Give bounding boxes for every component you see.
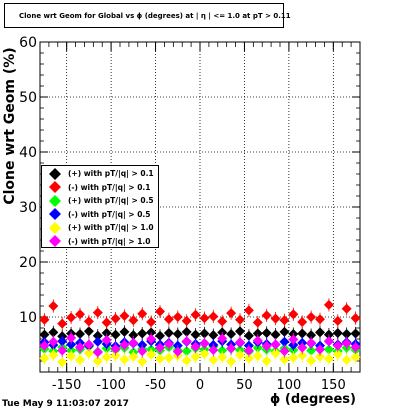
y-tick-label: 30 xyxy=(19,200,37,216)
legend-marker xyxy=(42,195,68,207)
x-tick-label: -50 xyxy=(145,378,166,393)
legend-entry: (+) with pT/|q| > 1.0 xyxy=(42,221,158,235)
legend-marker xyxy=(42,181,68,193)
legend-label: (+) with pT/|q| > 0.5 xyxy=(68,196,154,205)
y-tick-label: 60 xyxy=(19,35,37,51)
x-tick-label: 50 xyxy=(236,378,253,393)
legend-entry: (-) with pT/|q| > 0.5 xyxy=(42,208,158,222)
legend-entry: (-) with pT/|q| > 1.0 xyxy=(42,235,158,249)
legend-label: (+) with pT/|q| > 1.0 xyxy=(68,223,154,232)
legend-entry: (+) with pT/|q| > 0.5 xyxy=(42,194,158,208)
legend-label: (-) with pT/|q| > 1.0 xyxy=(68,237,150,246)
legend-marker xyxy=(42,222,68,234)
legend: (+) with pT/|q| > 0.1 (-) with pT/|q| > … xyxy=(41,165,159,248)
x-tick-label: 0 xyxy=(196,378,204,393)
y-tick-label: 20 xyxy=(19,255,37,271)
legend-entry: (+) with pT/|q| > 0.1 xyxy=(42,167,158,181)
legend-label: (-) with pT/|q| > 0.1 xyxy=(68,183,150,192)
legend-label: (+) with pT/|q| > 0.1 xyxy=(68,169,154,178)
legend-entry: (-) with pT/|q| > 0.1 xyxy=(42,181,158,195)
x-tick-label: -150 xyxy=(52,378,82,393)
y-tick-label: 10 xyxy=(19,310,37,326)
y-axis-label: Clone wrt Geom (%) xyxy=(2,36,18,216)
x-tick-label: 100 xyxy=(276,378,301,393)
legend-marker xyxy=(42,168,68,180)
y-tick-label: 50 xyxy=(19,90,37,106)
y-tick-label: 40 xyxy=(19,145,37,161)
x-tick-label: -100 xyxy=(96,378,126,393)
legend-marker xyxy=(42,208,68,220)
chart-title: Clone wrt Geom for Global vs ϕ (degrees)… xyxy=(4,3,284,28)
legend-label: (-) with pT/|q| > 0.5 xyxy=(68,210,150,219)
legend-marker xyxy=(42,235,68,247)
x-tick-label: 150 xyxy=(321,378,346,393)
x-axis-label: ϕ (degrees) xyxy=(270,392,356,407)
timestamp: Tue May 9 11:03:07 2017 xyxy=(2,399,129,409)
